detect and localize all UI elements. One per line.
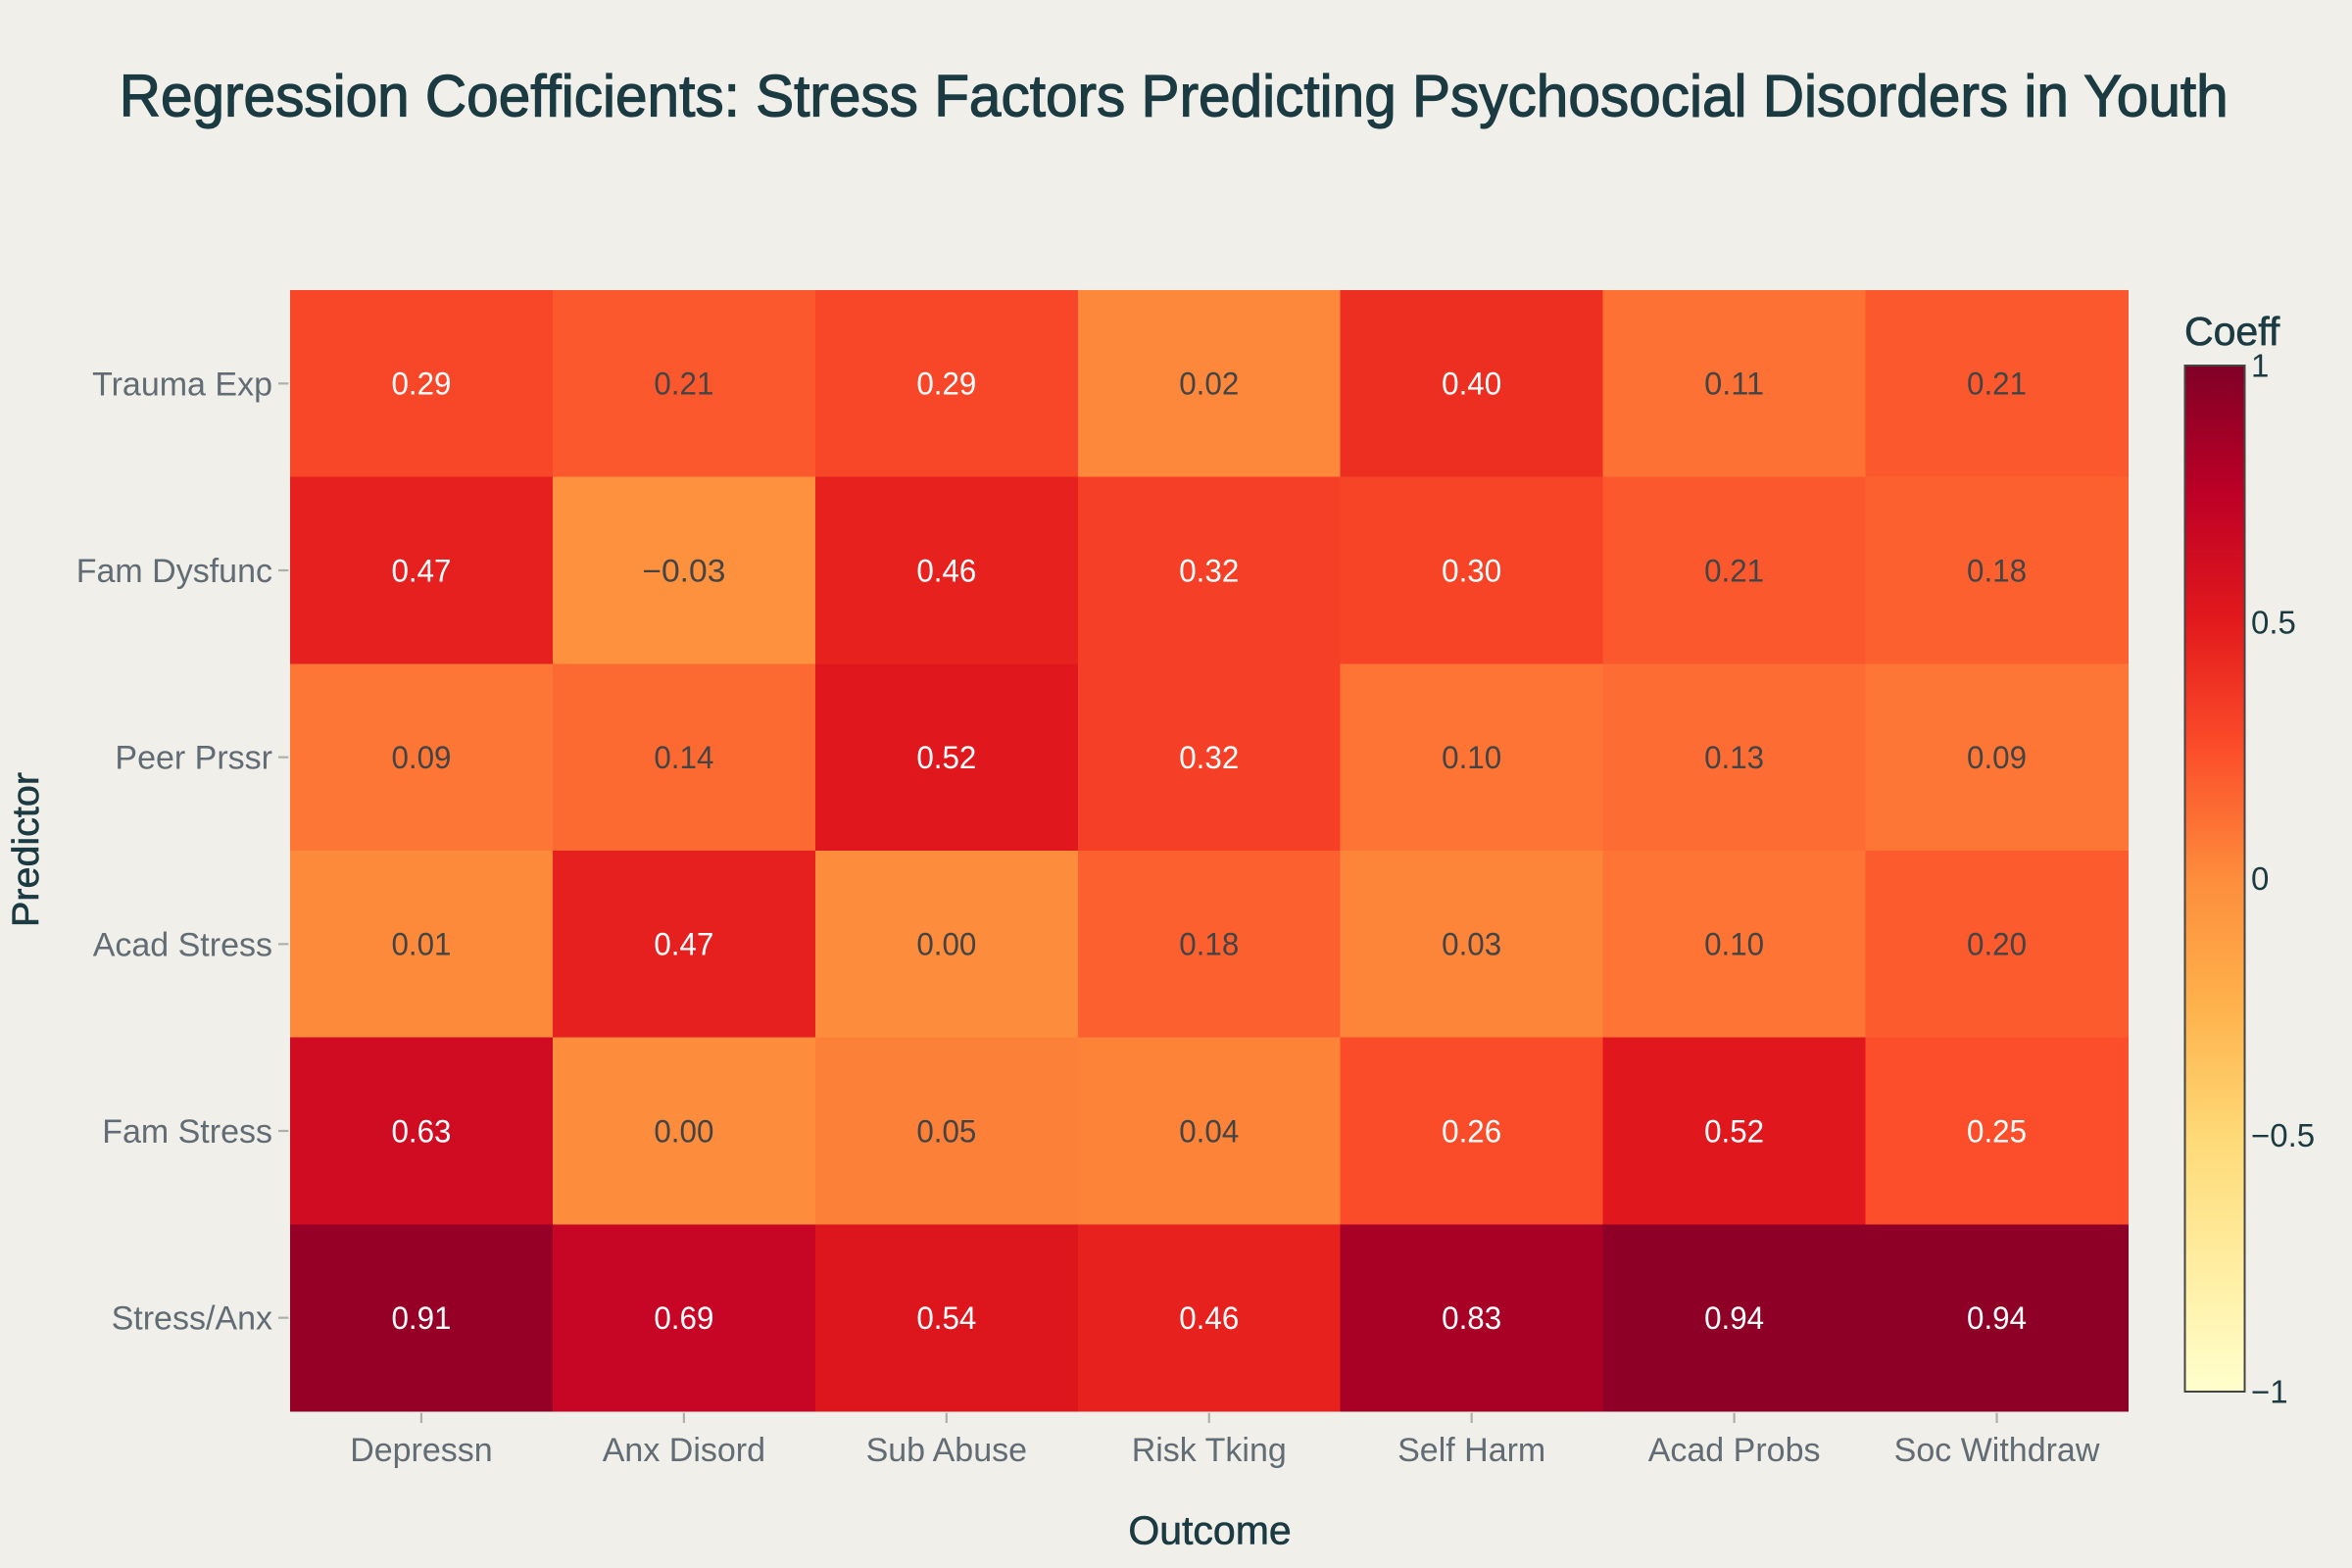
svg-text:Outcome: Outcome [1128, 1508, 1291, 1553]
svg-text:0.94: 0.94 [1704, 1300, 1764, 1336]
svg-text:Self Harm: Self Harm [1397, 1432, 1545, 1469]
svg-text:0.03: 0.03 [1442, 927, 1501, 962]
svg-text:0.02: 0.02 [1179, 367, 1239, 402]
svg-text:0.01: 0.01 [391, 927, 451, 962]
svg-text:1: 1 [2251, 348, 2269, 384]
svg-text:0.40: 0.40 [1442, 367, 1501, 402]
svg-text:0.21: 0.21 [1967, 367, 2027, 402]
svg-text:0.18: 0.18 [1179, 927, 1239, 962]
svg-text:0: 0 [2251, 860, 2269, 897]
svg-text:0.47: 0.47 [391, 553, 451, 588]
svg-text:−1: −1 [2251, 1374, 2288, 1410]
svg-text:0.21: 0.21 [1704, 553, 1764, 588]
svg-text:0.54: 0.54 [916, 1300, 976, 1336]
svg-text:−0.03: −0.03 [642, 553, 725, 588]
svg-text:0.32: 0.32 [1179, 740, 1239, 775]
svg-text:0.5: 0.5 [2251, 604, 2296, 640]
svg-text:0.00: 0.00 [916, 927, 976, 962]
svg-text:Predictor: Predictor [6, 772, 47, 927]
svg-text:0.32: 0.32 [1179, 553, 1239, 588]
svg-text:0.46: 0.46 [916, 553, 976, 588]
svg-text:0.46: 0.46 [1179, 1300, 1239, 1336]
svg-text:0.18: 0.18 [1967, 553, 2027, 588]
svg-text:0.00: 0.00 [654, 1113, 713, 1149]
svg-text:0.10: 0.10 [1442, 740, 1501, 775]
svg-text:0.29: 0.29 [391, 367, 451, 402]
svg-text:Acad Probs: Acad Probs [1648, 1432, 1821, 1469]
svg-text:0.52: 0.52 [916, 740, 976, 775]
svg-text:0.52: 0.52 [1704, 1113, 1764, 1149]
svg-text:0.26: 0.26 [1442, 1113, 1501, 1149]
svg-text:0.30: 0.30 [1442, 553, 1501, 588]
svg-text:0.14: 0.14 [654, 740, 713, 775]
svg-text:Depressn: Depressn [350, 1432, 493, 1469]
svg-text:Trauma Exp: Trauma Exp [92, 366, 272, 403]
svg-text:0.69: 0.69 [654, 1300, 713, 1336]
svg-text:Regression Coefficients: Stres: Regression Coefficients: Stress Factors … [120, 64, 2229, 129]
svg-text:0.09: 0.09 [1967, 740, 2027, 775]
svg-text:Anx Disord: Anx Disord [603, 1432, 765, 1469]
svg-text:Acad Stress: Acad Stress [93, 926, 272, 963]
svg-text:0.09: 0.09 [391, 740, 451, 775]
svg-text:0.94: 0.94 [1967, 1300, 2027, 1336]
svg-text:0.21: 0.21 [654, 367, 713, 402]
svg-text:Peer Prssr: Peer Prssr [115, 740, 272, 777]
svg-text:Risk Tking: Risk Tking [1132, 1432, 1287, 1469]
svg-text:Soc Withdraw: Soc Withdraw [1894, 1432, 2100, 1469]
svg-text:Coeff: Coeff [2184, 309, 2280, 354]
svg-text:Fam Dysfunc: Fam Dysfunc [76, 553, 272, 590]
svg-text:0.05: 0.05 [916, 1113, 976, 1149]
svg-text:0.11: 0.11 [1704, 367, 1764, 402]
svg-text:0.91: 0.91 [391, 1300, 451, 1336]
svg-text:0.29: 0.29 [916, 367, 976, 402]
svg-text:Stress/Anx: Stress/Anx [112, 1300, 272, 1338]
svg-text:0.25: 0.25 [1967, 1113, 2027, 1149]
svg-text:0.63: 0.63 [391, 1113, 451, 1149]
svg-text:0.13: 0.13 [1704, 740, 1764, 775]
svg-text:Fam Stress: Fam Stress [102, 1113, 272, 1151]
svg-text:−0.5: −0.5 [2251, 1117, 2315, 1153]
svg-text:Sub Abuse: Sub Abuse [866, 1432, 1027, 1469]
svg-text:0.04: 0.04 [1179, 1113, 1239, 1149]
svg-text:0.10: 0.10 [1704, 927, 1764, 962]
svg-text:0.47: 0.47 [654, 927, 713, 962]
svg-text:0.83: 0.83 [1442, 1300, 1501, 1336]
svg-text:0.20: 0.20 [1967, 927, 2027, 962]
